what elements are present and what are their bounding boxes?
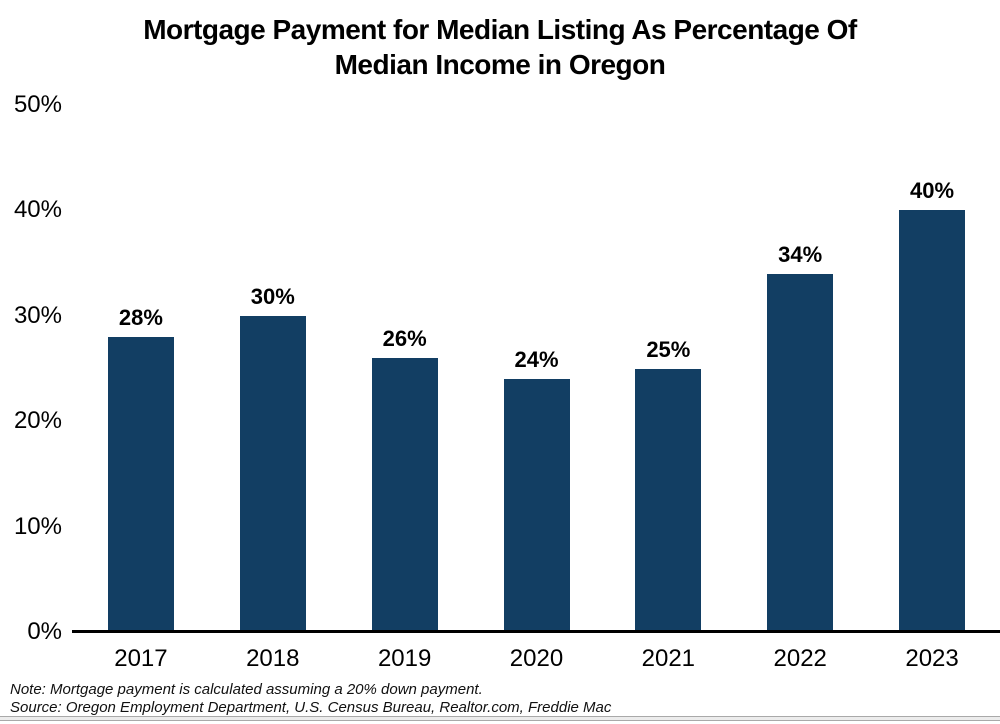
- bar-2017: [107, 336, 174, 632]
- x-tick-label: 2021: [641, 645, 696, 672]
- footnote-source: Source: Oregon Employment Department, U.…: [10, 699, 612, 716]
- x-tick-label: 2017: [114, 645, 168, 672]
- y-tick-label: 50%: [13, 91, 62, 118]
- bottom-divider: [0, 716, 1000, 721]
- bar-value-label: 30%: [250, 283, 295, 309]
- bar-2019: [371, 357, 438, 632]
- bar-value-label: 24%: [514, 347, 559, 373]
- bar-value-label: 28%: [118, 304, 163, 330]
- chart-title-line-1: Mortgage Payment for Median Listing As P…: [143, 14, 857, 45]
- y-tick-label: 0%: [27, 618, 62, 645]
- y-tick-label: 40%: [13, 196, 62, 224]
- bar-value-label: 26%: [382, 325, 427, 351]
- x-tick-label: 2019: [377, 645, 432, 672]
- bar-2022: [767, 273, 834, 632]
- x-tick-label: 2020: [509, 645, 564, 672]
- x-tick-label: 2022: [773, 645, 827, 672]
- footnote-note: Note: Mortgage payment is calculated ass…: [10, 681, 483, 698]
- chart-title-line-2: Median Income in Oregon: [334, 49, 666, 80]
- bar-value-label: 34%: [778, 241, 823, 267]
- bar-value-label: 25%: [646, 336, 691, 362]
- x-tick-label: 2023: [905, 645, 959, 672]
- bar-2021: [635, 368, 702, 632]
- bar-value-label: 40%: [910, 178, 955, 204]
- bar-2023: [899, 210, 966, 632]
- y-tick-label: 30%: [13, 301, 62, 329]
- bar-2020: [503, 379, 570, 632]
- y-tick-label: 20%: [13, 407, 62, 435]
- chart-title: Mortgage Payment for Median Listing As P…: [0, 12, 1000, 82]
- y-tick-label: 10%: [13, 512, 62, 540]
- x-tick-label: 2018: [246, 645, 300, 672]
- bar-2018: [239, 315, 306, 632]
- x-axis-line: [72, 630, 1000, 633]
